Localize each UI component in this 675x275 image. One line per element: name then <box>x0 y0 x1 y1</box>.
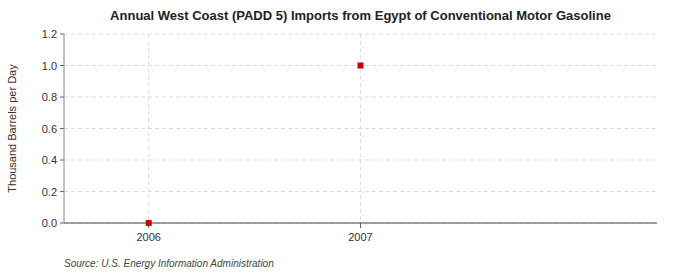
grid <box>64 34 657 223</box>
source-note: Source: U.S. Energy Information Administ… <box>64 258 274 269</box>
y-grid-line <box>64 223 657 224</box>
chart-title: Annual West Coast (PADD 5) Imports from … <box>110 8 611 23</box>
y-tick-label: 0.0 <box>42 217 57 229</box>
y-axis-label: Thousand Barrels per Day <box>6 64 18 193</box>
y-tick <box>60 191 64 192</box>
y-tick <box>60 128 64 129</box>
y-tick-label: 0.8 <box>42 91 57 103</box>
chart-container: Annual West Coast (PADD 5) Imports from … <box>0 0 675 275</box>
chart-svg: Annual West Coast (PADD 5) Imports from … <box>0 0 675 275</box>
x-axis-line <box>64 223 657 224</box>
x-tick-label: 2007 <box>348 231 372 243</box>
points <box>146 63 364 227</box>
y-tick <box>60 223 64 224</box>
x-tick-label: 2006 <box>136 231 160 243</box>
axes: 0.0 0.2 0.4 0.6 0.8 1.0 1.2 2006 2007 <box>42 28 657 243</box>
y-tick <box>60 65 64 66</box>
y-tick-label: 0.6 <box>42 123 57 135</box>
y-tick <box>60 34 64 35</box>
y-tick-label: 0.2 <box>42 186 57 198</box>
y-tick <box>60 97 64 98</box>
data-point <box>146 220 152 226</box>
x-grid-line <box>360 34 361 223</box>
y-tick-label: 1.0 <box>42 60 57 72</box>
y-axis-line <box>64 34 65 223</box>
data-point <box>358 63 364 69</box>
y-tick <box>60 160 64 161</box>
x-grid-line <box>148 34 149 223</box>
y-tick-label: 0.4 <box>42 154 57 166</box>
y-tick-label: 1.2 <box>42 28 57 40</box>
x-tick <box>360 223 361 228</box>
